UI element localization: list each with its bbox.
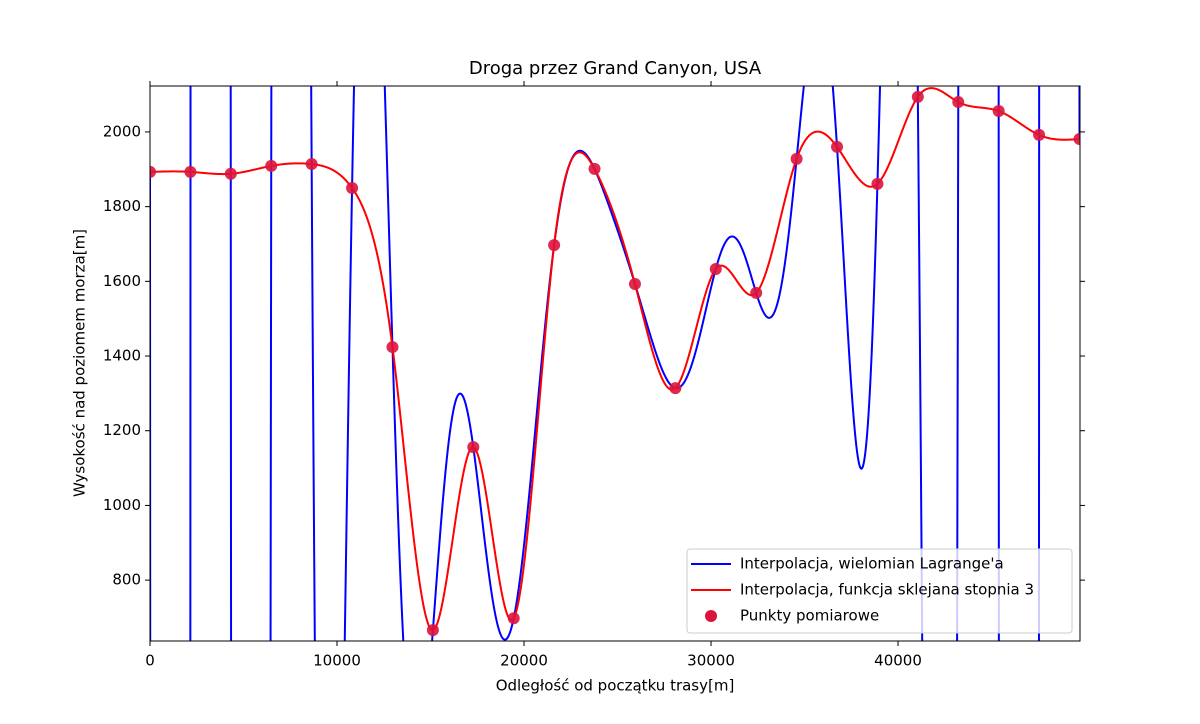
- data-point: [507, 612, 520, 625]
- data-point: [952, 96, 965, 109]
- legend-swatch: [705, 610, 717, 622]
- x-tick-label: 0: [145, 652, 155, 670]
- y-tick-label: 1800: [103, 197, 141, 215]
- data-point: [1033, 128, 1046, 141]
- data-point: [548, 239, 561, 252]
- data-point: [467, 441, 480, 454]
- legend-label: Interpolacja, funkcja sklejana stopnia 3: [740, 581, 1034, 599]
- data-point: [871, 177, 884, 190]
- x-tick-label: 10000: [313, 652, 361, 670]
- data-point: [1073, 133, 1080, 146]
- data-point: [669, 382, 682, 395]
- data-point: [305, 158, 318, 171]
- y-tick-label: 800: [112, 571, 141, 589]
- y-tick-label: 1600: [103, 272, 141, 290]
- data-point: [709, 263, 722, 276]
- plot-area: [150, 86, 1080, 641]
- data-point: [588, 162, 601, 175]
- y-tick-label: 1000: [103, 496, 141, 514]
- legend: Interpolacja, wielomian Lagrange'a Interp…: [686, 548, 1073, 634]
- x-axis-label: Odległość od początku trasy[m]: [496, 677, 735, 695]
- legend-label: Punkty pomiarowe: [740, 607, 879, 625]
- data-point: [386, 341, 399, 354]
- series-line: [150, 87, 1080, 632]
- x-tick-label: 20000: [500, 652, 548, 670]
- data-point: [911, 90, 924, 103]
- data-point: [750, 286, 763, 299]
- series-line: [150, 86, 1080, 641]
- x-tick-label: 40000: [874, 652, 922, 670]
- y-tick-label: 1200: [103, 421, 141, 439]
- legend-label: Interpolacja, wielomian Lagrange'a: [740, 555, 1004, 573]
- data-point: [426, 624, 439, 637]
- data-point: [184, 165, 197, 178]
- data-point: [150, 165, 156, 178]
- data-point: [346, 181, 359, 194]
- data-point: [265, 159, 278, 172]
- data-point: [790, 152, 803, 165]
- y-tick-label: 2000: [103, 122, 141, 140]
- chart-title: Droga przez Grand Canyon, USA: [469, 58, 762, 79]
- x-tick-label: 30000: [687, 652, 735, 670]
- axes-frame: [149, 85, 1081, 642]
- y-tick-label: 1400: [103, 347, 141, 365]
- data-point: [992, 105, 1005, 118]
- y-axis-label: Wysokość nad poziomem morza[m]: [71, 229, 89, 497]
- legend-box: [686, 548, 1073, 634]
- data-point: [224, 167, 237, 180]
- data-point: [628, 277, 641, 290]
- data-point: [831, 140, 844, 153]
